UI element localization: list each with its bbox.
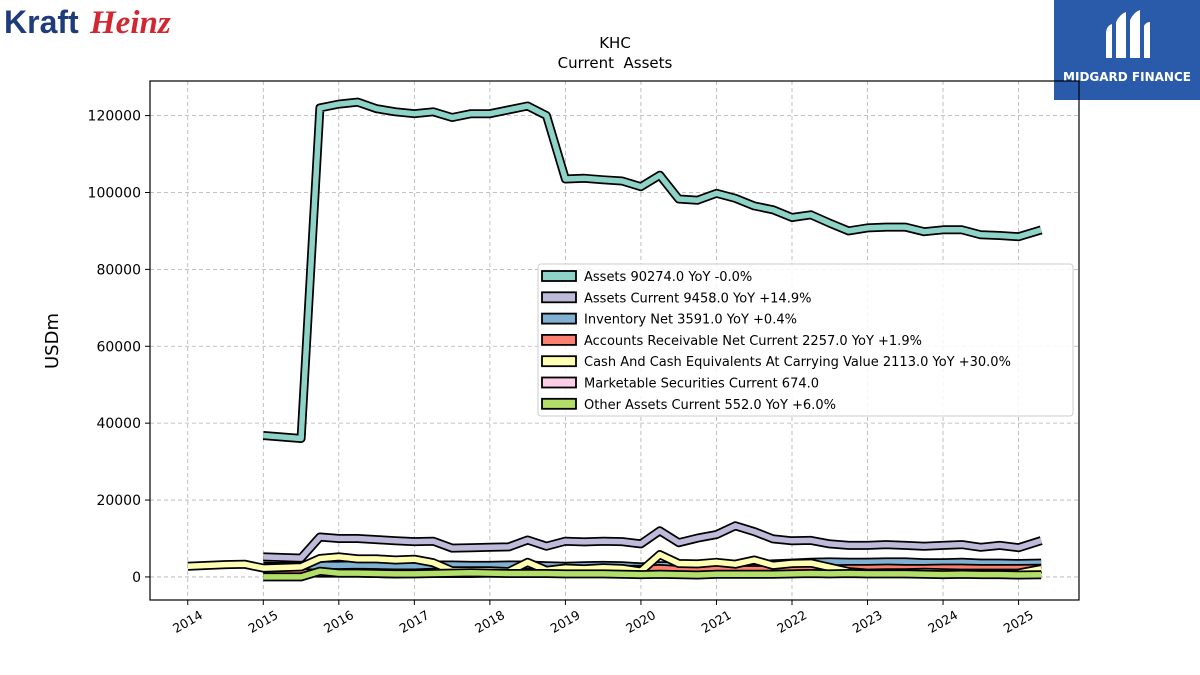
midgard-finance-logo: MIDGARD FINANCE bbox=[1054, 0, 1200, 100]
legend-swatch bbox=[541, 291, 577, 304]
x-tick-label: 2014 bbox=[170, 607, 205, 636]
legend-item: Assets 90274.0 YoY -0.0% bbox=[541, 270, 752, 285]
y-tick-label: 100000 bbox=[88, 185, 141, 201]
legend-item: Assets Current 9458.0 YoY +14.9% bbox=[541, 291, 811, 306]
plot-frame bbox=[149, 80, 1080, 601]
y-tick-label: 0 bbox=[132, 570, 141, 586]
kraft-heinz-logo: Kraft Heinz bbox=[4, 2, 204, 48]
legend-label: Inventory Net 3591.0 YoY +0.4% bbox=[584, 313, 797, 328]
y-tick-label: 60000 bbox=[96, 339, 141, 355]
series-fill-line bbox=[263, 99, 1042, 442]
legend-item: Cash And Cash Equivalents At Carrying Va… bbox=[541, 355, 1011, 370]
series-fill-line bbox=[263, 568, 1042, 580]
legend-item: Inventory Net 3591.0 YoY +0.4% bbox=[541, 312, 797, 328]
y-tick-label: 120000 bbox=[88, 109, 141, 125]
legend-label: Assets 90274.0 YoY -0.0% bbox=[584, 270, 752, 285]
legend-label: Other Assets Current 552.0 YoY +6.0% bbox=[584, 398, 836, 413]
x-tick-label: 2020 bbox=[623, 607, 658, 636]
legend-swatch bbox=[541, 333, 577, 346]
y-tick-label: 40000 bbox=[96, 416, 141, 432]
legend-box bbox=[537, 263, 1074, 417]
kraft-heinz-logo-graphic: Kraft Heinz bbox=[4, 4, 171, 41]
x-tick-label: 2015 bbox=[246, 607, 281, 636]
y-axis-label: USDm bbox=[42, 313, 63, 369]
x-axis: 2014 2015 2016 2017 2018 2019 2020 2021 2022 2023… bbox=[170, 600, 1036, 636]
midgard-logo-graphic: MIDGARD FINANCE bbox=[1063, 10, 1191, 84]
chart-subtitle: Current Assets bbox=[558, 54, 673, 72]
logo-heinz-text: Heinz bbox=[89, 5, 171, 41]
series-layer bbox=[187, 97, 1043, 582]
chart-title: KHC bbox=[599, 34, 631, 52]
midgard-logo-text: MIDGARD FINANCE bbox=[1063, 70, 1191, 84]
x-tick-label: 2016 bbox=[321, 607, 356, 636]
midgard-emblem-icon bbox=[1106, 10, 1150, 58]
legend-label: Accounts Receivable Net Current 2257.0 Y… bbox=[584, 334, 922, 349]
x-tick-label: 2021 bbox=[699, 607, 734, 636]
legend: Assets 90274.0 YoY -0.0% Assets Current 9… bbox=[537, 263, 1074, 417]
y-axis: 0 20000 40000 60000 80000 100000 120000 bbox=[88, 109, 150, 586]
legend-swatch bbox=[541, 397, 577, 410]
x-tick-label: 2023 bbox=[850, 607, 885, 636]
legend-item: Other Assets Current 552.0 YoY +6.0% bbox=[541, 397, 836, 413]
legend-swatch bbox=[541, 355, 577, 368]
legend-label: Cash And Cash Equivalents At Carrying Va… bbox=[584, 355, 1011, 370]
legend-swatch bbox=[541, 312, 577, 325]
series-fill-line bbox=[263, 523, 1043, 561]
legend-item: Accounts Receivable Net Current 2257.0 Y… bbox=[541, 333, 922, 349]
legend-label: Marketable Securities Current 674.0 bbox=[584, 377, 819, 392]
x-tick-label: 2025 bbox=[1001, 607, 1036, 636]
legend-swatch bbox=[541, 270, 577, 282]
series-line bbox=[263, 521, 1043, 563]
legend-swatch bbox=[541, 376, 577, 389]
series-line bbox=[262, 97, 1043, 443]
x-tick-label: 2017 bbox=[397, 607, 432, 636]
x-tick-label: 2019 bbox=[548, 607, 583, 636]
x-tick-label: 2018 bbox=[472, 607, 507, 636]
legend-item: Marketable Securities Current 674.0 bbox=[541, 376, 819, 392]
y-tick-label: 80000 bbox=[96, 262, 141, 278]
legend-label: Assets Current 9458.0 YoY +14.9% bbox=[584, 291, 811, 306]
x-tick-label: 2022 bbox=[774, 607, 809, 636]
y-tick-label: 20000 bbox=[96, 493, 141, 509]
x-tick-label: 2024 bbox=[925, 607, 960, 636]
series-line bbox=[263, 566, 1042, 582]
logo-kraft-text: Kraft bbox=[4, 4, 79, 40]
